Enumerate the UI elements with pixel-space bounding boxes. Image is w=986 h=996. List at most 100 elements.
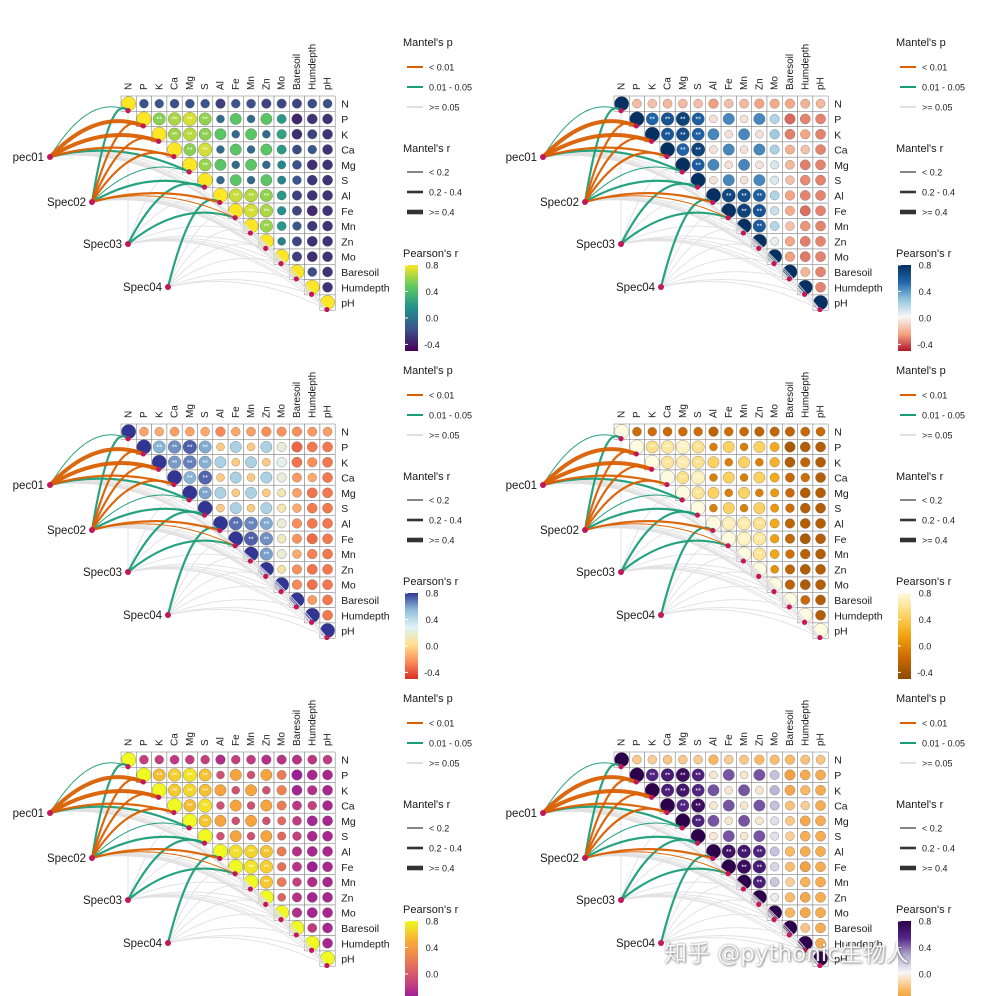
- corr-circle: [709, 175, 718, 185]
- corr-circle: [815, 610, 826, 621]
- right-label: Baresoil: [341, 923, 379, 935]
- node-dot: [263, 573, 269, 579]
- corr-circle: [815, 487, 826, 499]
- node-dot: [278, 589, 284, 595]
- colorbar-tick-label: 0.0: [426, 969, 439, 979]
- species-node: [89, 527, 95, 533]
- legend-label-mantel-r: 0.2 - 0.4: [429, 844, 462, 854]
- corr-circle: [770, 160, 780, 170]
- node-dot: [201, 840, 208, 846]
- corr-circle: [785, 160, 795, 170]
- top-label: Mo: [770, 732, 781, 746]
- corr-circle: [306, 815, 318, 827]
- right-label: P: [341, 114, 348, 126]
- signif-mark: **: [741, 208, 747, 215]
- corr-circle: [709, 114, 718, 124]
- corr-circle: [632, 754, 642, 765]
- top-label: Baresoil: [785, 382, 796, 418]
- signif-mark: **: [695, 116, 701, 123]
- top-label: Zn: [261, 734, 272, 746]
- signif-mark: **: [726, 193, 732, 200]
- corr-circle: [169, 754, 180, 765]
- top-label: Humdepth: [800, 700, 811, 746]
- right-label: Mn: [834, 877, 849, 889]
- corr-circle: [276, 98, 287, 109]
- corr-circle: [769, 785, 780, 796]
- top-label: Mg: [185, 76, 196, 90]
- corr-circle: [770, 237, 779, 246]
- node-dot: [217, 855, 223, 862]
- mantel-link: [584, 166, 683, 203]
- signif-mark: **: [157, 772, 163, 779]
- corr-circle: [277, 237, 286, 246]
- corr-circle: [815, 830, 826, 842]
- corr-circle: [691, 768, 705, 782]
- corr-circle: [261, 98, 272, 109]
- right-label: Fe: [834, 862, 846, 874]
- corr-circle: [244, 188, 258, 203]
- corr-circle: [322, 502, 333, 514]
- signif-mark: **: [695, 490, 701, 497]
- corr-circle: [815, 533, 826, 544]
- corr-circle: [754, 98, 765, 109]
- corr-circle: [322, 564, 333, 575]
- signif-mark: **: [202, 490, 208, 497]
- corr-circle: [645, 768, 659, 782]
- top-label: K: [154, 83, 165, 90]
- corr-circle: [245, 784, 257, 797]
- corr-circle: [246, 114, 256, 124]
- corr-circle: [276, 472, 287, 483]
- legend-label-mantel-r: 0.2 - 0.4: [922, 188, 955, 198]
- corr-circle: [322, 129, 333, 140]
- node-dot: [817, 962, 823, 969]
- corr-circle: [259, 547, 273, 561]
- node-dot: [217, 199, 223, 206]
- corr-circle: [152, 112, 166, 126]
- legend-label-mantel-p: 0.01 - 0.05: [429, 83, 472, 93]
- node-dot: [771, 261, 777, 267]
- corr-circle: [198, 470, 213, 485]
- corr-circle: [724, 786, 733, 795]
- top-label: Zn: [261, 406, 272, 418]
- species-node: [47, 482, 53, 488]
- corr-circle: [691, 158, 705, 172]
- corr-circle: [785, 205, 795, 216]
- corr-circle: [259, 219, 273, 233]
- corr-circle: [276, 144, 287, 155]
- signif-mark: **: [757, 208, 763, 215]
- corr-circle: [307, 800, 317, 811]
- corr-circle: [785, 533, 795, 544]
- corr-circle: [198, 440, 212, 454]
- legend-label-mantel-r: >= 0.4: [429, 536, 455, 546]
- mantel-link: [49, 482, 328, 639]
- corr-circle: [322, 266, 333, 278]
- species-label: Spec03: [83, 239, 122, 251]
- mantel-link: [127, 896, 328, 967]
- signif-mark: **: [172, 460, 178, 467]
- signif-mark: **: [264, 224, 270, 231]
- species-label: Spec02: [47, 525, 86, 537]
- panel-3: ** ** ** **** ** **** ****** ** **** ****N P K Ca Mg S…: [13, 365, 472, 679]
- right-label: Mg: [341, 160, 356, 172]
- top-label: Ca: [663, 77, 674, 90]
- top-label: S: [200, 411, 211, 418]
- corr-circle: [322, 876, 333, 888]
- corr-circle: [739, 754, 749, 765]
- colorbar-tick-label: 0.8: [919, 917, 932, 927]
- corr-circle: [182, 439, 197, 454]
- corr-circle: [276, 770, 287, 780]
- corr-circle: [231, 130, 240, 139]
- corr-circle: [799, 533, 811, 545]
- legend-label-mantel-p: >= 0.05: [429, 759, 460, 769]
- mantel-link: [583, 464, 653, 532]
- corr-circle: [277, 488, 287, 498]
- corr-circle: [139, 426, 149, 437]
- corr-circle: [800, 113, 811, 125]
- right-label: N: [341, 99, 349, 111]
- node-dot: [232, 215, 238, 221]
- corr-circle: [183, 799, 197, 812]
- node-dot: [293, 604, 299, 610]
- corr-circle: [784, 907, 795, 918]
- corr-circle: [291, 441, 303, 453]
- right-label: Zn: [341, 892, 353, 904]
